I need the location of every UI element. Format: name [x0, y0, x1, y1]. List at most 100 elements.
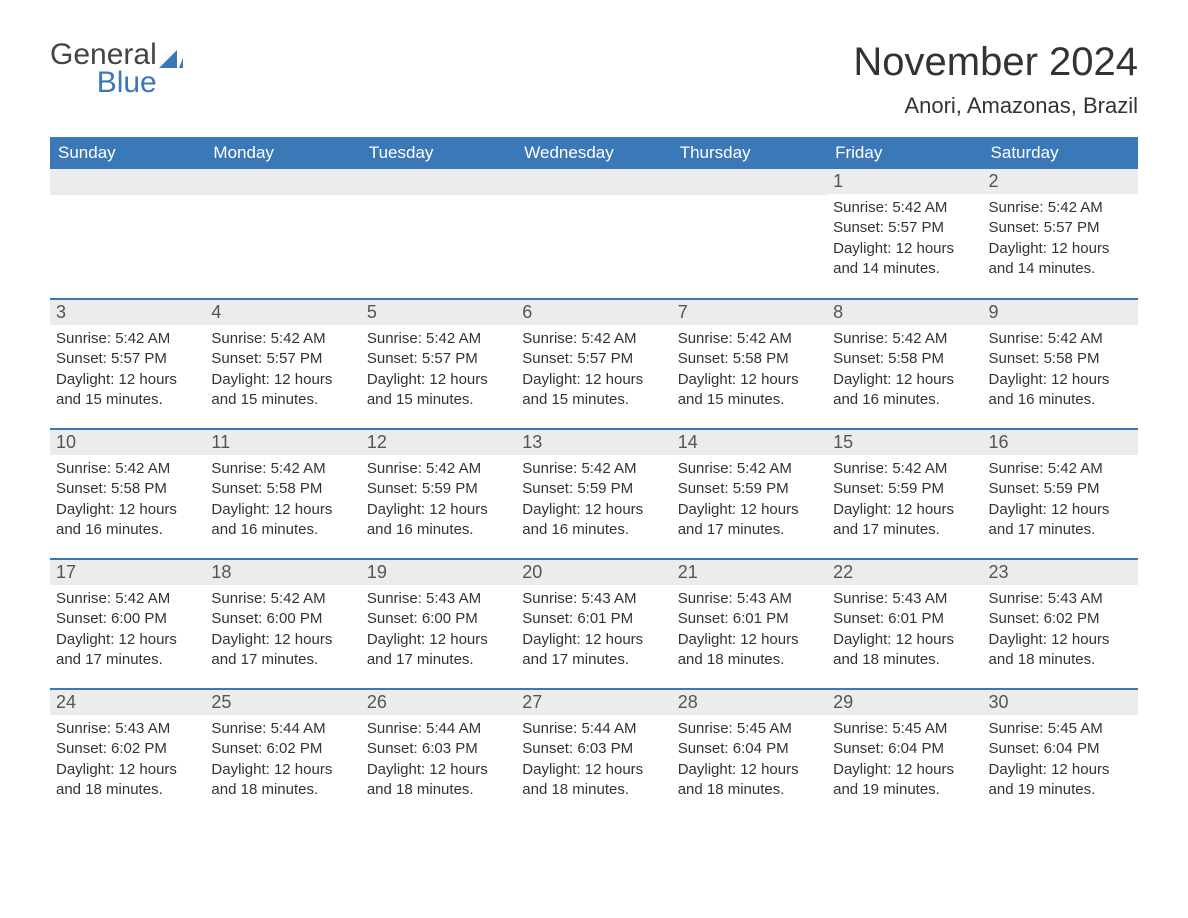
- daylight-label: Daylight:: [833, 371, 891, 388]
- sunset-label: Sunset:: [211, 350, 262, 367]
- sunset-label: Sunset:: [678, 740, 729, 757]
- weekday-header: Sunday: [50, 137, 205, 169]
- daylight-label: Daylight:: [211, 371, 269, 388]
- logo-text-blue: Blue: [50, 68, 157, 98]
- daylight-line: Daylight: 12 hours and 15 minutes.: [211, 370, 354, 411]
- day-content: Sunrise: 5:43 AMSunset: 6:02 PMDaylight:…: [50, 715, 205, 804]
- sunset-line: Sunset: 5:59 PM: [522, 479, 665, 499]
- sunset-line: Sunset: 5:57 PM: [56, 349, 199, 369]
- sunset-label: Sunset:: [833, 219, 884, 236]
- sunrise-value: 5:42 AM: [271, 460, 326, 477]
- sunset-line: Sunset: 6:01 PM: [833, 609, 976, 629]
- sunrise-label: Sunrise:: [56, 720, 111, 737]
- sunset-line: Sunset: 5:58 PM: [56, 479, 199, 499]
- sunset-line: Sunset: 6:04 PM: [989, 739, 1132, 759]
- sunrise-label: Sunrise:: [989, 460, 1044, 477]
- daylight-line: Daylight: 12 hours and 18 minutes.: [367, 760, 510, 801]
- sunrise-label: Sunrise:: [989, 199, 1044, 216]
- daylight-line: Daylight: 12 hours and 14 minutes.: [989, 239, 1132, 280]
- day-number: 22: [827, 560, 982, 585]
- daylight-line: Daylight: 12 hours and 14 minutes.: [833, 239, 976, 280]
- daylight-line: Daylight: 12 hours and 17 minutes.: [833, 500, 976, 541]
- day-number: 27: [516, 690, 671, 715]
- calendar-empty-cell: [361, 169, 516, 299]
- daylight-line: Daylight: 12 hours and 17 minutes.: [989, 500, 1132, 541]
- sunset-label: Sunset:: [211, 740, 262, 757]
- calendar-day-cell: 17Sunrise: 5:42 AMSunset: 6:00 PMDayligh…: [50, 559, 205, 689]
- sunrise-line: Sunrise: 5:45 AM: [833, 719, 976, 739]
- calendar-day-cell: 29Sunrise: 5:45 AMSunset: 6:04 PMDayligh…: [827, 689, 982, 819]
- calendar-week-row: 3Sunrise: 5:42 AMSunset: 5:57 PMDaylight…: [50, 299, 1138, 429]
- sunset-label: Sunset:: [56, 610, 107, 627]
- sunrise-value: 5:42 AM: [115, 330, 170, 347]
- sunrise-label: Sunrise:: [989, 330, 1044, 347]
- calendar-day-cell: 15Sunrise: 5:42 AMSunset: 5:59 PMDayligh…: [827, 429, 982, 559]
- day-content: Sunrise: 5:43 AMSunset: 6:01 PMDaylight:…: [672, 585, 827, 674]
- daylight-label: Daylight:: [989, 240, 1047, 257]
- sunset-value: 6:04 PM: [733, 740, 789, 757]
- calendar-day-cell: 23Sunrise: 5:43 AMSunset: 6:02 PMDayligh…: [983, 559, 1138, 689]
- day-content: Sunrise: 5:42 AMSunset: 5:57 PMDaylight:…: [205, 325, 360, 414]
- sunrise-line: Sunrise: 5:42 AM: [56, 459, 199, 479]
- day-number: 6: [516, 300, 671, 325]
- daylight-line: Daylight: 12 hours and 18 minutes.: [522, 760, 665, 801]
- daylight-line: Daylight: 12 hours and 15 minutes.: [522, 370, 665, 411]
- calendar-day-cell: 21Sunrise: 5:43 AMSunset: 6:01 PMDayligh…: [672, 559, 827, 689]
- daylight-line: Daylight: 12 hours and 18 minutes.: [833, 630, 976, 671]
- sunset-label: Sunset:: [211, 610, 262, 627]
- calendar-day-cell: 12Sunrise: 5:42 AMSunset: 5:59 PMDayligh…: [361, 429, 516, 559]
- daylight-label: Daylight:: [367, 761, 425, 778]
- day-content: Sunrise: 5:42 AMSunset: 6:00 PMDaylight:…: [50, 585, 205, 674]
- sunrise-label: Sunrise:: [833, 460, 888, 477]
- sunrise-line: Sunrise: 5:43 AM: [678, 589, 821, 609]
- sunset-value: 5:59 PM: [888, 480, 944, 497]
- sunrise-value: 5:43 AM: [581, 590, 636, 607]
- sunrise-value: 5:42 AM: [892, 330, 947, 347]
- sunrise-label: Sunrise:: [678, 460, 733, 477]
- sunrise-line: Sunrise: 5:42 AM: [833, 329, 976, 349]
- daylight-line: Daylight: 12 hours and 19 minutes.: [989, 760, 1132, 801]
- sunset-label: Sunset:: [522, 480, 573, 497]
- sunrise-line: Sunrise: 5:42 AM: [56, 589, 199, 609]
- day-number: 5: [361, 300, 516, 325]
- sunrise-label: Sunrise:: [989, 720, 1044, 737]
- sunrise-line: Sunrise: 5:42 AM: [367, 329, 510, 349]
- weekday-header: Saturday: [983, 137, 1138, 169]
- sunset-label: Sunset:: [367, 610, 418, 627]
- sunset-label: Sunset:: [678, 480, 729, 497]
- sunset-value: 6:00 PM: [422, 610, 478, 627]
- sunset-label: Sunset:: [522, 350, 573, 367]
- day-content: Sunrise: 5:42 AMSunset: 5:57 PMDaylight:…: [516, 325, 671, 414]
- day-number: 10: [50, 430, 205, 455]
- sunrise-line: Sunrise: 5:43 AM: [56, 719, 199, 739]
- empty-daynum: [672, 169, 827, 195]
- sunset-label: Sunset:: [833, 350, 884, 367]
- sunrise-line: Sunrise: 5:42 AM: [211, 329, 354, 349]
- sunrise-value: 5:42 AM: [737, 330, 792, 347]
- sunrise-label: Sunrise:: [56, 330, 111, 347]
- calendar-empty-cell: [516, 169, 671, 299]
- day-content: Sunrise: 5:42 AMSunset: 5:59 PMDaylight:…: [672, 455, 827, 544]
- sunrise-value: 5:42 AM: [892, 199, 947, 216]
- sunset-value: 6:01 PM: [888, 610, 944, 627]
- day-number: 17: [50, 560, 205, 585]
- sunset-value: 5:59 PM: [733, 480, 789, 497]
- calendar-day-cell: 22Sunrise: 5:43 AMSunset: 6:01 PMDayligh…: [827, 559, 982, 689]
- sunset-line: Sunset: 6:00 PM: [367, 609, 510, 629]
- sunset-value: 6:03 PM: [422, 740, 478, 757]
- sunset-line: Sunset: 5:59 PM: [833, 479, 976, 499]
- sunset-line: Sunset: 5:58 PM: [211, 479, 354, 499]
- empty-daynum: [361, 169, 516, 195]
- daylight-label: Daylight:: [367, 631, 425, 648]
- daylight-label: Daylight:: [522, 371, 580, 388]
- calendar-day-cell: 9Sunrise: 5:42 AMSunset: 5:58 PMDaylight…: [983, 299, 1138, 429]
- day-content: Sunrise: 5:42 AMSunset: 5:57 PMDaylight:…: [827, 194, 982, 283]
- sunset-label: Sunset:: [989, 350, 1040, 367]
- day-number: 12: [361, 430, 516, 455]
- sunset-value: 5:57 PM: [422, 350, 478, 367]
- sunrise-label: Sunrise:: [522, 720, 577, 737]
- sunrise-line: Sunrise: 5:42 AM: [989, 459, 1132, 479]
- daylight-label: Daylight:: [211, 761, 269, 778]
- sunrise-value: 5:45 AM: [737, 720, 792, 737]
- sunset-line: Sunset: 5:58 PM: [989, 349, 1132, 369]
